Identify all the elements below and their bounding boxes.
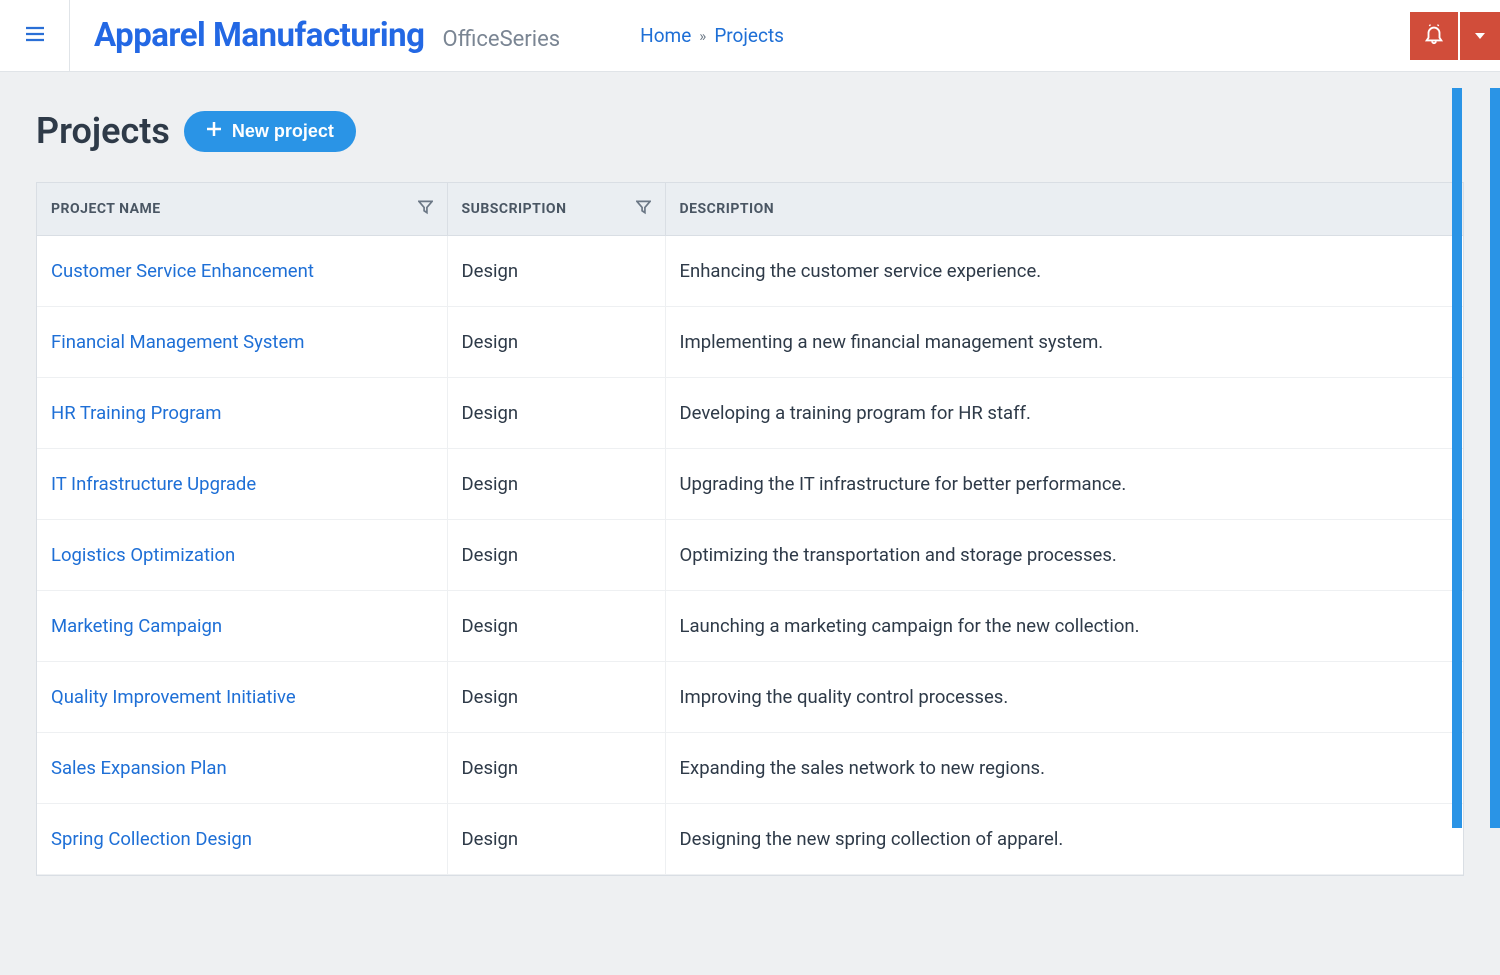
subscription-cell: Design <box>447 662 665 733</box>
project-name-cell: IT Infrastructure Upgrade <box>37 449 447 520</box>
subscription-cell: Design <box>447 733 665 804</box>
project-link[interactable]: Spring Collection Design <box>51 828 252 850</box>
project-link[interactable]: Sales Expansion Plan <box>51 757 227 779</box>
project-name-cell: Customer Service Enhancement <box>37 236 447 307</box>
table-row: Customer Service Enhancement DesignEnhanc… <box>37 236 1463 307</box>
new-project-label: New project <box>232 121 334 142</box>
project-name-cell: Quality Improvement Initiative <box>37 662 447 733</box>
description-cell: Implementing a new financial management … <box>665 307 1463 378</box>
filter-icon[interactable] <box>418 200 433 219</box>
subscription-cell: Design <box>447 591 665 662</box>
project-name-cell: HR Training Program <box>37 378 447 449</box>
hamburger-icon <box>23 22 47 50</box>
project-link[interactable]: Financial Management System <box>51 331 305 353</box>
description-cell: Expanding the sales network to new regio… <box>665 733 1463 804</box>
filter-icon[interactable] <box>636 200 651 219</box>
project-name-cell: Financial Management System <box>37 307 447 378</box>
table-row: Marketing Campaign DesignLaunching a mark… <box>37 591 1463 662</box>
description-cell: Launching a marketing campaign for the n… <box>665 591 1463 662</box>
project-link[interactable]: Marketing Campaign <box>51 615 222 637</box>
user-menu-dropdown[interactable] <box>1460 12 1500 60</box>
description-cell: Developing a training program for HR sta… <box>665 378 1463 449</box>
project-name-cell: Sales Expansion Plan <box>37 733 447 804</box>
table-row: Spring Collection Design DesignDesigning … <box>37 804 1463 875</box>
column-label: DESCRIPTION <box>680 201 775 217</box>
project-name-cell: Spring Collection Design <box>37 804 447 875</box>
description-cell: Improving the quality control processes. <box>665 662 1463 733</box>
page-body: Projects New project PROJECT NAME S <box>0 72 1500 876</box>
brand: Apparel Manufacturing OfficeSeries <box>70 16 560 55</box>
breadcrumb-separator: » <box>699 27 706 45</box>
new-project-button[interactable]: New project <box>184 111 356 152</box>
header-actions <box>1410 12 1500 60</box>
project-link[interactable]: IT Infrastructure Upgrade <box>51 473 256 495</box>
accent-bar <box>1490 88 1500 828</box>
brand-subtitle: OfficeSeries <box>442 27 560 52</box>
breadcrumb-current[interactable]: Projects <box>714 24 784 47</box>
page-title: Projects <box>36 110 170 152</box>
column-label: PROJECT NAME <box>51 201 161 217</box>
project-link[interactable]: Customer Service Enhancement <box>51 260 314 282</box>
subscription-cell: Design <box>447 804 665 875</box>
table-row: Logistics Optimization DesignOptimizing t… <box>37 520 1463 591</box>
project-name-cell: Logistics Optimization <box>37 520 447 591</box>
bell-icon <box>1423 23 1445 49</box>
breadcrumb-home[interactable]: Home <box>640 24 691 47</box>
right-accent-bars <box>1452 88 1500 828</box>
description-cell: Designing the new spring collection of a… <box>665 804 1463 875</box>
table-row: Financial Management System DesignImpleme… <box>37 307 1463 378</box>
description-cell: Enhancing the customer service experienc… <box>665 236 1463 307</box>
app-header: Apparel Manufacturing OfficeSeries Home … <box>0 0 1500 72</box>
brand-title[interactable]: Apparel Manufacturing <box>94 16 424 55</box>
table-row: Sales Expansion Plan DesignExpanding the … <box>37 733 1463 804</box>
project-link[interactable]: HR Training Program <box>51 402 221 424</box>
project-link[interactable]: Quality Improvement Initiative <box>51 686 296 708</box>
title-row: Projects New project <box>36 110 1464 152</box>
project-name-cell: Marketing Campaign <box>37 591 447 662</box>
column-header-description[interactable]: DESCRIPTION <box>665 183 1463 236</box>
accent-bar <box>1452 88 1462 828</box>
caret-down-icon <box>1474 27 1486 46</box>
table-row: HR Training Program DesignDeveloping a tr… <box>37 378 1463 449</box>
column-label: SUBSCRIPTION <box>462 201 567 217</box>
description-cell: Optimizing the transportation and storag… <box>665 520 1463 591</box>
subscription-cell: Design <box>447 307 665 378</box>
projects-table: PROJECT NAME SUBSCRIPTION DESCRIPTION <box>36 182 1464 876</box>
hamburger-menu-button[interactable] <box>0 0 70 72</box>
column-header-project-name[interactable]: PROJECT NAME <box>37 183 447 236</box>
subscription-cell: Design <box>447 520 665 591</box>
column-header-subscription[interactable]: SUBSCRIPTION <box>447 183 665 236</box>
description-cell: Upgrading the IT infrastructure for bett… <box>665 449 1463 520</box>
table-row: IT Infrastructure Upgrade DesignUpgrading… <box>37 449 1463 520</box>
breadcrumb: Home » Projects <box>640 24 784 47</box>
subscription-cell: Design <box>447 449 665 520</box>
plus-icon <box>206 121 222 142</box>
table-row: Quality Improvement Initiative DesignImpr… <box>37 662 1463 733</box>
project-link[interactable]: Logistics Optimization <box>51 544 235 566</box>
notifications-button[interactable] <box>1410 12 1458 60</box>
subscription-cell: Design <box>447 236 665 307</box>
subscription-cell: Design <box>447 378 665 449</box>
